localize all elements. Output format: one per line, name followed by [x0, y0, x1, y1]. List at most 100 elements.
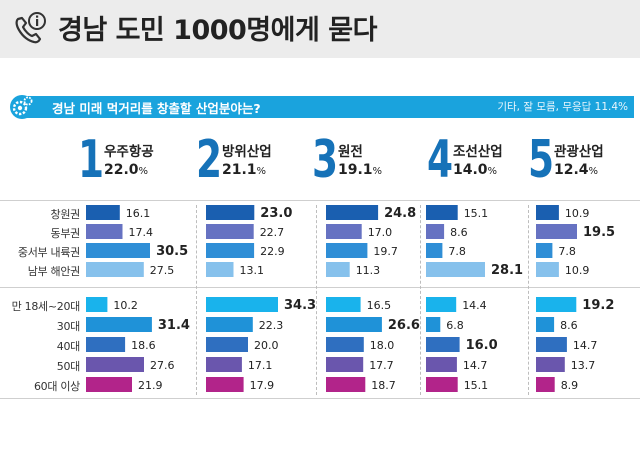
age-value-label: 18.6	[131, 339, 156, 352]
age-value-label: 34.3	[284, 298, 316, 313]
industry-name: 관광산업	[554, 144, 604, 160]
age-bar	[326, 337, 364, 352]
region-value-label: 10.9	[565, 264, 590, 277]
age-bar	[426, 317, 441, 332]
region-value-label: 28.1	[491, 263, 523, 278]
age-bar	[426, 377, 458, 392]
region-value-label: 22.9	[260, 245, 285, 258]
region-value-label: 7.8	[448, 245, 466, 258]
age-bar	[326, 297, 361, 312]
region-value-label: 7.8	[558, 245, 576, 258]
region-value-label: 15.1	[464, 207, 489, 220]
region-label: 남부 해안권	[27, 265, 81, 278]
age-value-label: 14.7	[573, 339, 598, 352]
industry-share: 12.4%	[554, 162, 598, 178]
age-bar	[206, 337, 248, 352]
gears-icon	[10, 95, 34, 119]
age-bar	[206, 357, 242, 372]
industry-name: 방위산업	[222, 144, 272, 160]
rank-2: 2 방위산업 21.1%	[196, 132, 306, 188]
age-label: 40대	[56, 340, 81, 353]
age-value-label: 22.3	[259, 319, 284, 332]
region-value-label: 27.5	[150, 264, 175, 277]
age-label: 60대 이상	[33, 380, 80, 393]
age-value-label: 14.7	[463, 359, 488, 372]
other-response-note: 기타, 잘 모름, 무응답 11.4%	[497, 101, 628, 113]
age-label: 30대	[56, 320, 81, 333]
region-bar	[536, 243, 553, 258]
age-value-label: 18.7	[371, 379, 396, 392]
age-value-label: 20.0	[254, 339, 279, 352]
share-unit: %	[138, 166, 149, 177]
rank-number: 1	[78, 130, 105, 190]
section-divider	[0, 398, 640, 399]
age-value-label: 16.5	[367, 299, 392, 312]
region-bar	[326, 243, 368, 258]
rank-number: 3	[312, 130, 339, 190]
region-value-label: 16.1	[126, 207, 151, 220]
region-bar	[536, 224, 577, 239]
age-value-label: 10.2	[113, 299, 137, 312]
age-value-label: 15.1	[464, 379, 489, 392]
age-value-label: 19.2	[582, 298, 614, 313]
region-bar	[426, 224, 445, 239]
age-bar	[536, 357, 565, 372]
age-bar	[86, 317, 152, 332]
section-divider	[0, 287, 640, 288]
industry-share: 19.1%	[338, 162, 382, 178]
share-unit: %	[487, 166, 498, 177]
phone-info-icon	[15, 12, 46, 44]
age-label: 만 18세~20대	[11, 300, 81, 313]
region-bar	[86, 205, 120, 220]
region-bar	[86, 262, 144, 277]
age-bar	[326, 377, 366, 392]
industry-name: 원전	[338, 144, 363, 160]
region-bar	[426, 243, 443, 258]
column-separator	[196, 205, 197, 395]
industry-share: 21.1%	[222, 162, 266, 178]
page-title: 경남 도민 1000명에게 묻다	[58, 15, 377, 46]
industry-share: 22.0%	[104, 162, 148, 178]
region-bar	[536, 262, 559, 277]
age-value-label: 21.9	[138, 379, 163, 392]
age-value-label: 13.7	[571, 359, 596, 372]
region-bar	[206, 243, 255, 258]
share-value: 12.4	[554, 162, 589, 178]
age-value-label: 6.8	[446, 319, 464, 332]
share-value: 22.0	[104, 162, 139, 178]
share-value: 21.1	[222, 162, 257, 178]
age-value-label: 31.4	[158, 318, 190, 333]
region-value-label: 11.3	[356, 264, 381, 277]
age-value-label: 14.4	[462, 299, 487, 312]
region-bar	[426, 262, 485, 277]
region-bar	[206, 262, 234, 277]
rank-3: 3 원전 19.1%	[312, 132, 422, 188]
rank-number: 5	[528, 130, 555, 190]
region-label: 동부권	[50, 227, 81, 240]
industry-share: 14.0%	[453, 162, 497, 178]
age-bar	[206, 317, 253, 332]
age-bar	[326, 317, 382, 332]
region-value-label: 19.7	[373, 245, 398, 258]
region-bar	[326, 224, 362, 239]
rank-number: 2	[196, 130, 223, 190]
age-value-label: 27.6	[150, 359, 175, 372]
rank-4: 4 조선산업 14.0%	[427, 132, 537, 188]
rank-1: 1 우주항공 22.0%	[78, 132, 188, 188]
region-bar	[86, 224, 123, 239]
region-value-label: 17.4	[129, 226, 154, 239]
share-unit: %	[256, 166, 267, 177]
age-bar	[86, 357, 144, 372]
column-separator	[528, 205, 529, 395]
region-bar	[206, 224, 254, 239]
age-bar	[426, 357, 457, 372]
rank-5: 5 관광산업 12.4%	[528, 132, 638, 188]
age-value-label: 8.6	[560, 319, 578, 332]
region-bar	[326, 262, 350, 277]
share-unit: %	[372, 166, 383, 177]
share-value: 14.0	[453, 162, 488, 178]
region-bar	[426, 205, 458, 220]
region-bar	[326, 205, 379, 220]
survey-question: 경남 미래 먹거리를 창출할 산업분야는?	[52, 101, 261, 116]
age-bar	[426, 337, 460, 352]
